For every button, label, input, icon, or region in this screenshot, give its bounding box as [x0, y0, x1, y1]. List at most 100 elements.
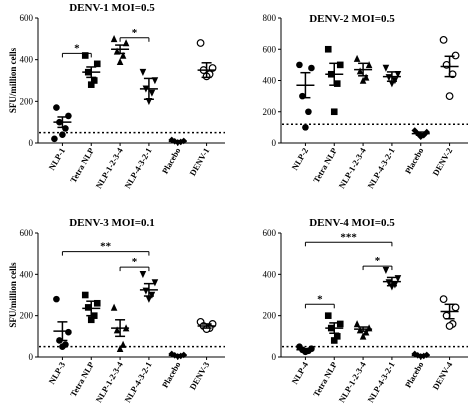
y-tick-label: 400	[263, 269, 277, 279]
data-point	[333, 80, 341, 87]
x-category-label: NLP-4	[289, 359, 310, 386]
x-category-label: NLP-1-2-3-4	[93, 145, 125, 190]
data-point	[93, 299, 101, 307]
data-point	[296, 61, 303, 69]
data-point	[87, 81, 95, 88]
data-point	[439, 35, 448, 44]
data-point	[116, 344, 124, 353]
x-category-label: Placebo	[403, 360, 426, 390]
significance-label: *	[375, 255, 381, 267]
data-point	[87, 316, 95, 324]
y-tick-label: 600	[20, 13, 34, 23]
y-tick-label: 600	[263, 44, 277, 54]
data-point	[359, 76, 367, 84]
x-category-label: NLP-2	[289, 146, 310, 172]
data-point	[333, 333, 341, 340]
x-category-label: DENV-1	[187, 146, 211, 177]
data-point	[110, 303, 118, 311]
x-category-label: NLP-1-2-3-4	[336, 359, 368, 404]
data-point	[196, 39, 205, 47]
significance-label: *	[74, 42, 80, 54]
significance-label: ***	[340, 231, 357, 243]
data-point	[359, 332, 367, 340]
data-point	[330, 108, 338, 116]
y-tick-label: 200	[20, 311, 34, 321]
x-category-label: NLP-4-3-2-1	[365, 360, 396, 404]
data-point	[65, 112, 72, 120]
panel-3: DENV-3 MOI=0.1 SFU/million cells 0 200 400 60…	[8, 217, 225, 404]
y-axis-label: SFU/million cells	[8, 262, 18, 328]
data-point	[139, 68, 147, 76]
y-tick-label: 400	[263, 76, 277, 86]
y-tick-label: 400	[20, 269, 34, 279]
y-tick-label: 0	[272, 138, 277, 148]
data-point	[356, 67, 364, 75]
data-point	[59, 343, 66, 350]
data-point	[53, 104, 60, 111]
significance-label: *	[132, 27, 138, 39]
x-category-label: NLP-1-2-3-4	[93, 359, 125, 404]
panel-2: DENV-2 MOI=0.5 0 200 400 600 800 NLP-2 Tetra NL…	[263, 13, 468, 190]
data-point	[305, 108, 312, 116]
y-tick-label: 0	[272, 352, 277, 362]
data-point	[59, 131, 66, 138]
x-category-label: NLP-3	[46, 360, 67, 386]
data-point	[151, 279, 159, 287]
data-point	[119, 340, 127, 348]
data-point	[110, 35, 118, 43]
y-tick-label: 200	[263, 107, 277, 117]
x-category-label: Tetra NLP	[311, 360, 339, 398]
data-point	[51, 135, 58, 143]
data-point	[336, 320, 344, 328]
x-category-label: Tetra NLP	[68, 146, 96, 184]
significance-label: *	[132, 256, 138, 268]
significance-label: **	[100, 241, 112, 253]
data-point	[139, 271, 147, 279]
data-point	[336, 61, 344, 69]
data-point	[388, 80, 396, 88]
y-tick-label: 200	[20, 96, 34, 106]
x-category-label: Placebo	[160, 146, 183, 176]
x-category-label: DENV-3	[187, 360, 211, 391]
data-point	[445, 322, 454, 330]
y-tick-label: 800	[263, 13, 277, 23]
data-point	[65, 328, 72, 336]
x-category-label: Placebo	[403, 146, 426, 176]
data-point	[365, 61, 373, 69]
x-category-label: Tetra NLP	[311, 146, 339, 184]
data-point	[168, 350, 176, 358]
chart-title: DENV-1 MOI=0.5	[69, 2, 155, 14]
data-point	[308, 64, 315, 72]
data-point	[324, 45, 332, 53]
data-point	[81, 52, 89, 59]
x-category-label: DENV-4	[430, 359, 454, 391]
chart-title: DENV-4 MOI=0.5	[309, 217, 395, 229]
panel-1: DENV-1 MOI=0.5 SFU/million cells 0 200 400 60…	[8, 2, 225, 190]
data-point	[391, 281, 399, 289]
chart-title: DENV-3 MOI=0.1	[69, 217, 155, 229]
data-point	[148, 89, 156, 97]
data-point	[84, 304, 92, 311]
data-point	[411, 350, 419, 358]
data-point	[445, 92, 454, 101]
data-point	[53, 295, 60, 303]
y-tick-label: 0	[29, 352, 34, 362]
y-tick-label: 600	[20, 228, 34, 238]
data-point	[116, 57, 124, 66]
data-point	[451, 303, 460, 312]
data-point	[93, 60, 101, 68]
data-point	[148, 291, 156, 299]
significance-label: *	[317, 293, 323, 305]
data-point	[353, 54, 361, 62]
x-category-label: NLP-1-2-3-4	[336, 145, 368, 190]
data-point	[451, 51, 460, 60]
x-category-label: NLP-4-3-2-1	[122, 146, 153, 190]
data-point	[362, 328, 370, 336]
x-category-label: DENV-2	[430, 146, 454, 177]
data-point	[382, 266, 390, 274]
x-category-label: NLP-1	[46, 146, 67, 172]
data-point	[145, 295, 153, 303]
data-point	[382, 64, 390, 72]
data-point	[330, 337, 338, 344]
